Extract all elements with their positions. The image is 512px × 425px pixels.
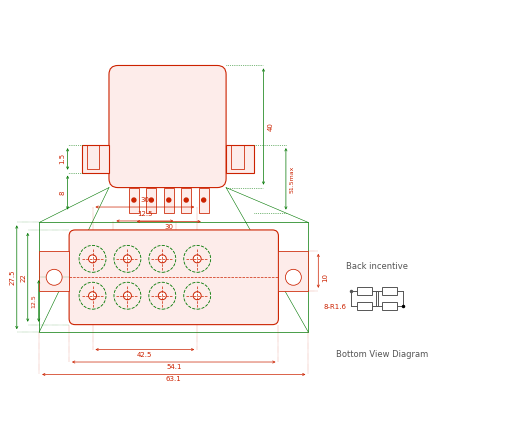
Bar <box>357 302 372 310</box>
Text: 54.1: 54.1 <box>166 364 182 370</box>
Text: 8: 8 <box>59 190 66 195</box>
Text: 22: 22 <box>21 273 27 282</box>
Text: Bottom View Diagram: Bottom View Diagram <box>336 350 428 359</box>
Circle shape <box>193 292 201 300</box>
Circle shape <box>158 292 166 300</box>
Circle shape <box>202 198 206 202</box>
Circle shape <box>132 198 136 202</box>
FancyBboxPatch shape <box>69 230 279 325</box>
Bar <box>164 187 174 212</box>
Circle shape <box>285 269 302 285</box>
Text: 12.5: 12.5 <box>137 211 153 217</box>
Bar <box>226 145 253 173</box>
Bar <box>199 187 209 212</box>
Text: 51.5max: 51.5max <box>290 165 295 193</box>
Circle shape <box>123 292 132 300</box>
Text: 10: 10 <box>322 273 328 282</box>
Circle shape <box>123 255 132 263</box>
Circle shape <box>46 269 62 285</box>
Text: 1.5: 1.5 <box>59 153 66 164</box>
Bar <box>181 187 191 212</box>
Text: Back incentive: Back incentive <box>346 262 408 271</box>
Bar <box>279 251 308 291</box>
Circle shape <box>158 255 166 263</box>
Circle shape <box>167 198 171 202</box>
Circle shape <box>184 198 188 202</box>
Text: 12.5: 12.5 <box>32 294 37 308</box>
Text: 42.5: 42.5 <box>137 351 153 357</box>
Bar <box>357 287 372 295</box>
Bar <box>39 222 308 332</box>
Text: 8-R1.6: 8-R1.6 <box>323 304 346 310</box>
Circle shape <box>89 292 97 300</box>
FancyBboxPatch shape <box>109 65 226 187</box>
Text: 30: 30 <box>140 197 150 203</box>
Bar <box>381 302 396 310</box>
Circle shape <box>89 255 97 263</box>
Text: 30: 30 <box>164 224 173 230</box>
Bar <box>146 187 156 212</box>
Text: 40: 40 <box>267 122 273 131</box>
Circle shape <box>193 255 201 263</box>
Bar <box>39 251 69 291</box>
Bar <box>81 145 109 173</box>
Bar <box>129 187 139 212</box>
Text: 63.1: 63.1 <box>166 377 182 382</box>
Text: 27.5: 27.5 <box>10 269 16 285</box>
Circle shape <box>150 198 153 202</box>
Bar <box>381 287 396 295</box>
